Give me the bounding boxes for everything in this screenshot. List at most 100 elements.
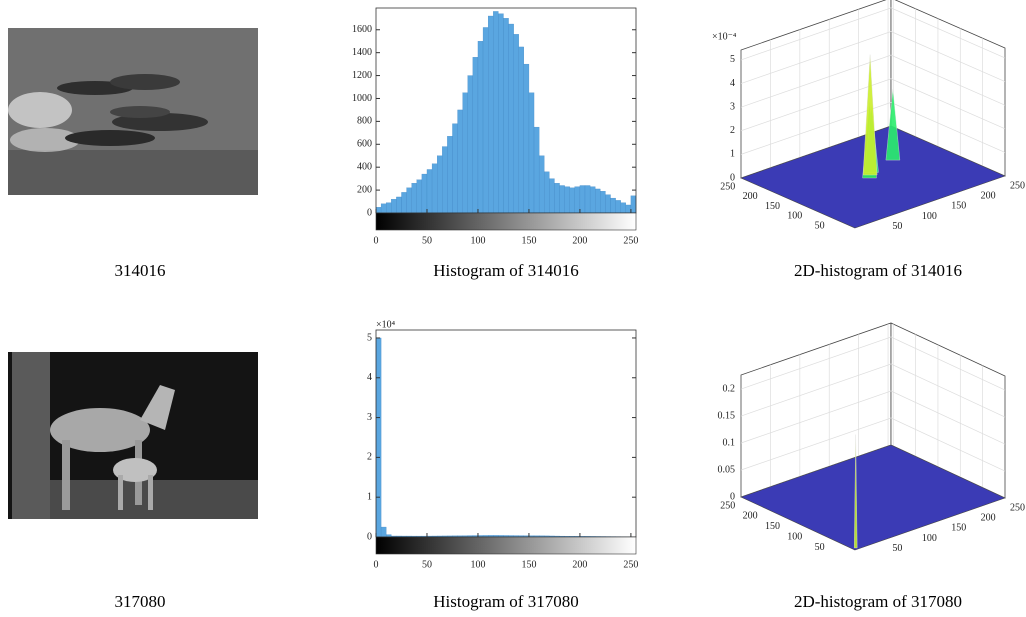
grid-line xyxy=(740,31,1006,84)
image-caption: 314016 xyxy=(115,261,166,280)
bar xyxy=(544,171,550,214)
bar xyxy=(610,197,616,214)
grass xyxy=(50,480,258,519)
x-tick-label: 200 xyxy=(981,191,996,202)
y-tick-label: 100 xyxy=(787,211,802,222)
bar xyxy=(508,23,514,214)
y-tick-label: 50 xyxy=(815,542,825,553)
bar xyxy=(488,15,494,214)
dolphin xyxy=(110,74,180,90)
z-multiplier: ×10⁻⁴ xyxy=(712,31,737,42)
grid-line xyxy=(740,78,1006,132)
bar xyxy=(431,163,438,214)
z-tick-label: 0 xyxy=(730,172,735,183)
x-tick-label: 200 xyxy=(572,559,587,570)
bar xyxy=(615,200,621,214)
chart-title: Histogram of 317080 xyxy=(433,592,578,611)
bar xyxy=(411,183,417,214)
x-tick-label: 100 xyxy=(922,533,937,544)
x-tick-label: 150 xyxy=(521,559,536,570)
y-tick-label: 1600 xyxy=(352,24,372,35)
x-tick-label: 50 xyxy=(892,221,902,232)
grid-line xyxy=(740,336,1006,391)
y-tick-label: 1000 xyxy=(352,93,372,104)
bar xyxy=(574,186,581,214)
grid-line xyxy=(740,102,1006,155)
x-tick-label: 200 xyxy=(981,513,996,524)
bar xyxy=(452,123,458,214)
bar xyxy=(559,185,565,214)
y-tick-label: 0 xyxy=(367,207,372,218)
bar xyxy=(482,27,489,214)
bar xyxy=(391,199,397,214)
bar xyxy=(625,204,632,214)
bar xyxy=(528,92,535,214)
bar xyxy=(549,178,555,214)
y-tick-label: 600 xyxy=(357,139,372,150)
grid-line xyxy=(740,390,1006,445)
bar xyxy=(416,179,423,214)
bar xyxy=(442,146,448,214)
bar xyxy=(579,185,586,214)
colorbar xyxy=(375,212,637,231)
water xyxy=(8,150,258,195)
x-tick-label: 250 xyxy=(1010,502,1025,513)
chart-title: 2D-histogram of 314016 xyxy=(794,261,962,280)
z-tick-label: 0.2 xyxy=(723,383,736,394)
x-tick-label: 250 xyxy=(623,559,638,570)
bar xyxy=(406,187,412,214)
x-tick-label: 100 xyxy=(470,559,485,570)
x-tick-label: 50 xyxy=(422,559,432,570)
deer-neck xyxy=(140,385,175,430)
bar xyxy=(513,34,519,214)
y-tick-label: 50 xyxy=(815,220,825,231)
x-tick-label: 0 xyxy=(374,559,379,570)
x-tick-label: 100 xyxy=(922,211,937,222)
bar xyxy=(467,75,474,214)
plot-area xyxy=(376,330,636,537)
bar xyxy=(447,136,453,214)
grid-line xyxy=(740,54,1006,108)
bar xyxy=(375,337,382,538)
bar xyxy=(554,183,560,214)
bar xyxy=(472,57,479,214)
x-tick-label: 200 xyxy=(572,235,587,246)
bar xyxy=(630,195,637,214)
z-tick-label: 3 xyxy=(730,101,735,112)
y-tick-label: 250 xyxy=(720,181,735,192)
bar xyxy=(396,196,402,214)
z-tick-label: 0.15 xyxy=(718,410,736,421)
bar xyxy=(620,202,626,214)
bar xyxy=(518,46,524,214)
y-tick-label: 200 xyxy=(357,184,372,195)
y-tick-label: 0 xyxy=(367,531,372,542)
bar xyxy=(401,192,407,214)
y-tick-label: 2 xyxy=(367,452,372,463)
dolphin xyxy=(110,106,170,118)
bar xyxy=(533,126,540,214)
floor xyxy=(740,444,1006,551)
surface-peak xyxy=(854,434,858,549)
bar xyxy=(426,169,433,214)
bar xyxy=(375,207,382,214)
bar xyxy=(538,155,545,214)
z-tick-label: 0.1 xyxy=(723,437,736,448)
bar xyxy=(380,526,387,538)
bar xyxy=(386,202,392,214)
y-tick-label: 200 xyxy=(743,191,758,202)
z-tick-label: 4 xyxy=(730,78,735,89)
x-tick-label: 50 xyxy=(892,543,902,554)
y-tick-label: 100 xyxy=(787,532,802,543)
fawn-leg xyxy=(148,475,153,510)
y-multiplier: ×10⁴ xyxy=(376,319,396,330)
z-tick-label: 2 xyxy=(730,125,735,136)
y-tick-label: 5 xyxy=(367,332,372,343)
bar xyxy=(462,92,468,214)
dolphin xyxy=(65,130,155,146)
y-tick-label: 1400 xyxy=(352,47,372,58)
bar xyxy=(498,13,504,214)
x-tick-label: 50 xyxy=(422,235,432,246)
bar xyxy=(584,185,591,214)
